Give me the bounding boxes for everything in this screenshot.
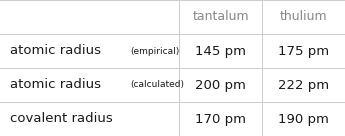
Text: 222 pm: 222 pm (278, 78, 329, 92)
Text: covalent radius: covalent radius (10, 112, 113, 126)
Text: 170 pm: 170 pm (195, 112, 246, 126)
Text: tantalum: tantalum (193, 10, 249, 24)
Text: 145 pm: 145 pm (195, 44, 246, 58)
Text: (empirical): (empirical) (130, 47, 180, 55)
Text: 200 pm: 200 pm (195, 78, 246, 92)
Text: 190 pm: 190 pm (278, 112, 329, 126)
Text: 175 pm: 175 pm (278, 44, 329, 58)
Text: thulium: thulium (280, 10, 327, 24)
Text: atomic radius: atomic radius (10, 78, 101, 92)
Text: atomic radius: atomic radius (10, 44, 101, 58)
Text: (calculated): (calculated) (130, 81, 185, 89)
